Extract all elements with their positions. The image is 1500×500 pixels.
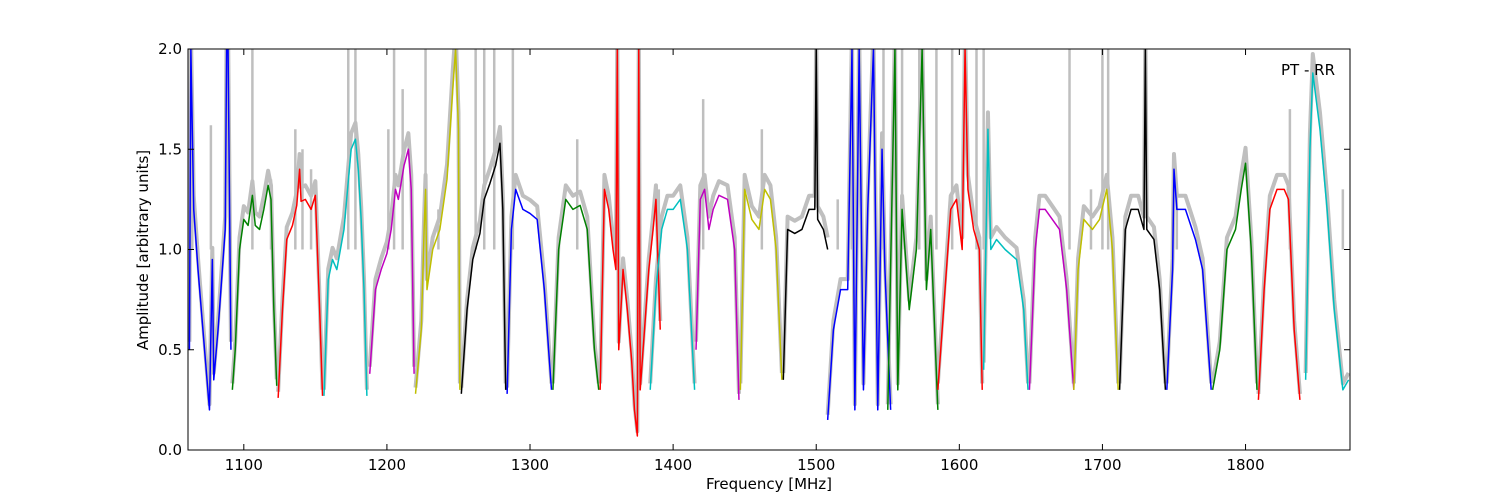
x-tick-label: 1600	[940, 456, 978, 474]
reference-trace	[321, 120, 369, 390]
reference-trace	[694, 172, 741, 394]
series-line-band-15	[826, 49, 892, 420]
y-tick-label: 2.0	[158, 40, 182, 58]
series-line-band-10	[599, 49, 661, 437]
series-line-band-9	[552, 198, 600, 390]
series-line-band-7	[460, 142, 507, 394]
series-line-band-20	[1073, 188, 1119, 390]
y-tick-label: 0.5	[158, 341, 182, 359]
x-tick-label: 1300	[511, 456, 549, 474]
series-line-band-8	[506, 188, 553, 394]
series-line-band-21	[1118, 49, 1167, 390]
x-tick-label: 1800	[1226, 456, 1264, 474]
reference-layer	[188, 49, 1350, 434]
x-tick-label: 1500	[797, 456, 835, 474]
y-tick-label: 1.0	[158, 241, 182, 259]
reference-trace	[550, 183, 601, 384]
axes: 1100 1200 1300 1400 1500 1600 1700 1800 0.0 0.5 1.…	[158, 40, 1350, 474]
series-line-band-3	[277, 168, 324, 398]
series-line-band-23	[1211, 162, 1258, 390]
x-tick-label: 1100	[225, 456, 263, 474]
series-layer	[188, 49, 1350, 437]
reference-trace	[1071, 172, 1121, 384]
series-line-band-19	[1028, 208, 1075, 390]
x-axis-label: Frequency [MHz]	[706, 475, 832, 493]
y-tick-label: 0.0	[158, 441, 182, 459]
series-line-band-25	[1304, 72, 1350, 391]
series-line-band-13	[739, 188, 783, 390]
reference-trace	[1117, 49, 1168, 384]
series-line-band-4	[323, 138, 368, 396]
series-line-band-18	[982, 128, 1029, 390]
series-line-band-16	[887, 49, 939, 410]
reference-trace	[781, 49, 830, 374]
panel-annotation: PT - RR	[1281, 61, 1335, 79]
series-line-band-12	[695, 188, 740, 400]
series-line-band-2	[231, 184, 278, 390]
series-line-band-1	[188, 49, 232, 411]
series-line-band-5	[368, 148, 415, 374]
series-line-band-22	[1166, 168, 1212, 390]
series-line-band-17	[937, 49, 983, 390]
reference-trace	[367, 131, 417, 367]
series-line-band-24	[1257, 188, 1301, 400]
series-line-band-6	[414, 49, 461, 394]
y-axis-label: Amplitude [arbitrary units]	[134, 150, 152, 350]
x-tick-label: 1400	[654, 456, 692, 474]
x-tick-label: 1200	[368, 456, 406, 474]
x-tick-label: 1700	[1083, 456, 1121, 474]
y-tick-label: 1.5	[158, 140, 182, 158]
series-line-band-11	[649, 198, 696, 390]
reference-trace	[648, 183, 697, 384]
series-line-band-14	[782, 49, 829, 380]
reference-trace	[1027, 193, 1076, 384]
